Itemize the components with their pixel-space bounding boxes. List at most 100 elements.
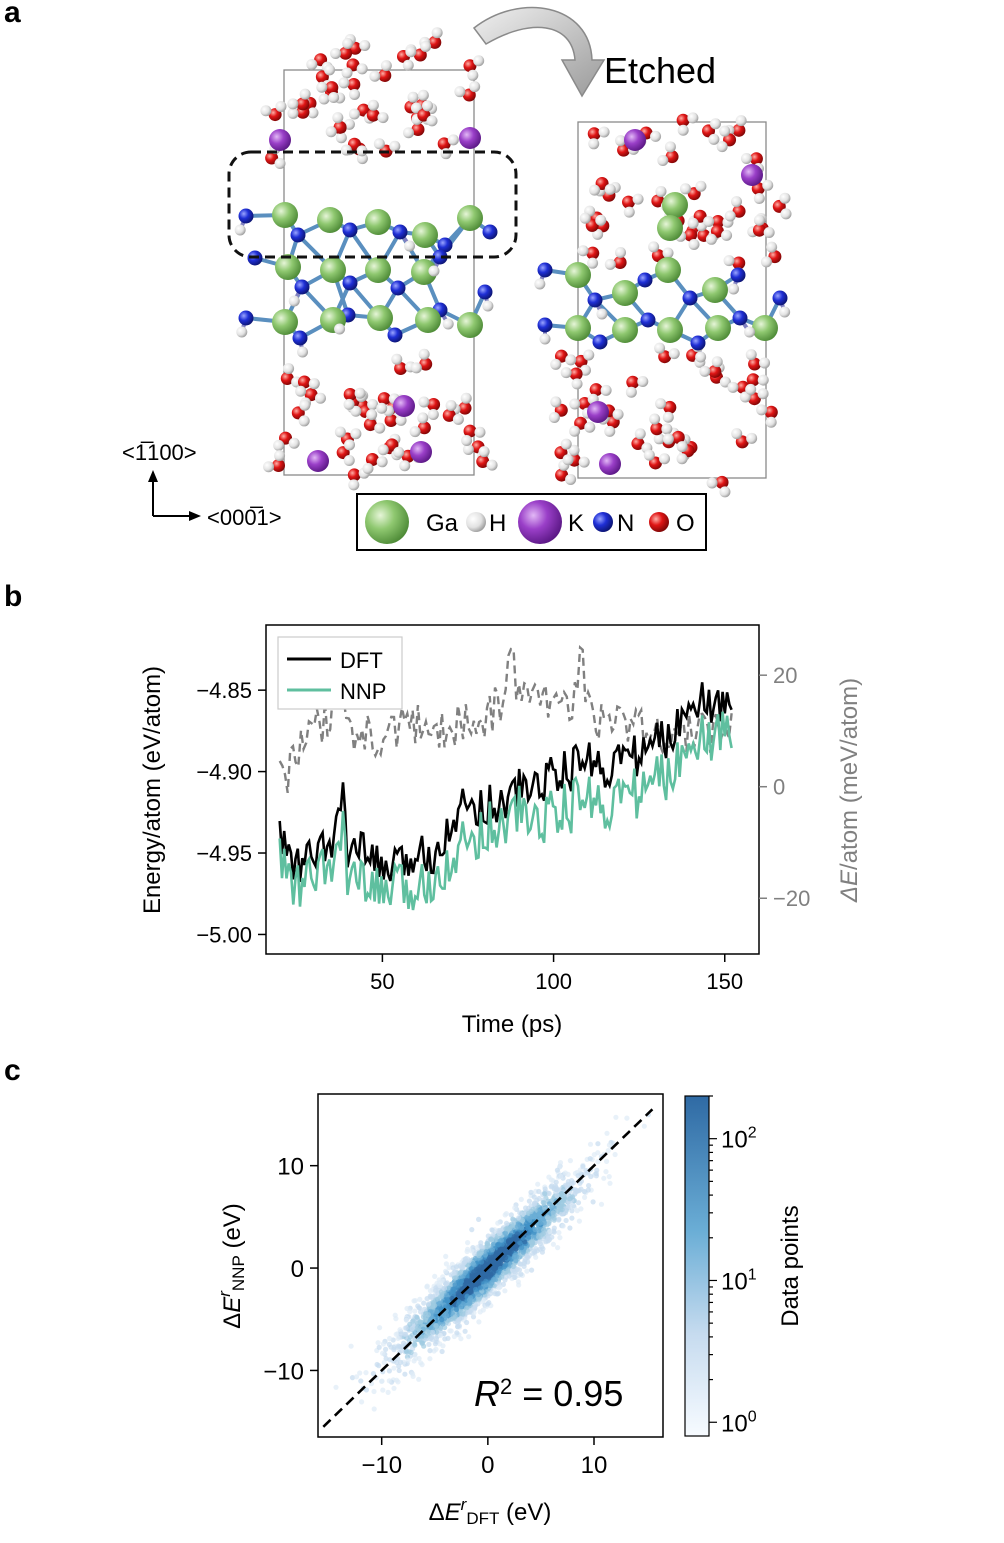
data-point xyxy=(392,1312,398,1318)
atom-h xyxy=(695,180,707,192)
data-point xyxy=(542,1186,548,1192)
data-point xyxy=(380,1387,386,1393)
atom-n xyxy=(592,334,608,350)
atom-h xyxy=(343,455,355,467)
atom-o xyxy=(280,371,294,385)
data-point xyxy=(510,1263,516,1270)
data-point xyxy=(403,1325,409,1331)
data-point xyxy=(502,1230,508,1236)
atom-h xyxy=(623,206,635,218)
atom-h xyxy=(740,153,752,165)
data-point xyxy=(385,1389,391,1395)
data-point xyxy=(397,1327,403,1333)
atom-h xyxy=(579,212,591,224)
atom-h xyxy=(560,367,572,379)
atom-h xyxy=(407,91,419,103)
data-point xyxy=(405,1357,411,1363)
data-point xyxy=(533,1254,539,1260)
data-point xyxy=(453,1264,459,1270)
data-point xyxy=(550,1210,556,1216)
data-point xyxy=(524,1214,530,1220)
data-point xyxy=(588,1173,594,1180)
atom-ga xyxy=(565,315,591,341)
atom-h xyxy=(334,426,346,438)
data-point xyxy=(604,1130,610,1136)
atom-h xyxy=(374,422,386,434)
atom-h xyxy=(584,421,596,433)
data-point xyxy=(559,1207,565,1213)
atom-h xyxy=(779,306,791,318)
data-point xyxy=(427,1348,433,1354)
atom-h xyxy=(486,459,498,471)
data-point xyxy=(604,1158,610,1164)
atom-h xyxy=(403,127,415,139)
atom-h xyxy=(273,439,285,451)
data-point xyxy=(414,1324,421,1330)
atom-k xyxy=(393,395,415,417)
atom-h xyxy=(426,115,438,127)
atom-h xyxy=(462,443,474,455)
data-point xyxy=(499,1241,505,1247)
data-point xyxy=(353,1374,360,1380)
data-point xyxy=(403,1331,409,1337)
atom-o xyxy=(749,152,763,166)
data-point xyxy=(407,1334,413,1340)
data-point xyxy=(474,1244,480,1250)
atom-ga xyxy=(275,254,301,280)
data-point xyxy=(503,1262,509,1268)
data-point xyxy=(486,1275,492,1281)
data-point xyxy=(381,1359,387,1366)
data-point xyxy=(370,1371,376,1377)
atom-h xyxy=(587,257,599,269)
data-point xyxy=(532,1226,538,1233)
atom-o xyxy=(748,357,762,371)
atom-n xyxy=(390,280,406,296)
atom-h xyxy=(389,140,401,152)
data-point xyxy=(412,1351,418,1357)
atom-ga xyxy=(612,280,638,306)
atom-ga xyxy=(412,222,438,248)
atom-o xyxy=(428,35,442,49)
atom-o xyxy=(325,81,339,95)
data-point xyxy=(383,1346,389,1352)
data-point xyxy=(540,1246,546,1252)
data-point xyxy=(380,1341,386,1347)
atom-o xyxy=(569,367,583,381)
atom-o xyxy=(586,246,600,260)
atom-ga xyxy=(411,259,437,285)
y-right-tick-label: 20 xyxy=(773,663,797,688)
atom-n xyxy=(637,272,653,288)
y-tick-label: −4.85 xyxy=(196,678,252,703)
atom-h xyxy=(709,118,721,130)
data-point xyxy=(557,1160,564,1166)
data-point xyxy=(495,1290,501,1296)
atom-h xyxy=(342,37,354,49)
atom-h xyxy=(632,193,644,205)
atom-h xyxy=(745,383,757,395)
data-point xyxy=(624,1115,630,1121)
data-point xyxy=(537,1220,543,1226)
data-point xyxy=(585,1187,591,1193)
atom-k xyxy=(624,129,646,151)
atom-h xyxy=(703,216,715,228)
data-point xyxy=(469,1227,475,1233)
data-point xyxy=(594,1167,600,1173)
legend-label-o: O xyxy=(676,510,695,537)
data-point xyxy=(397,1343,403,1350)
atom-h xyxy=(338,77,350,89)
data-point xyxy=(478,1276,484,1282)
data-point xyxy=(466,1297,473,1303)
data-point xyxy=(535,1181,541,1187)
atom-h xyxy=(578,456,590,468)
data-point xyxy=(482,1252,488,1258)
data-point xyxy=(451,1333,457,1340)
atom-o xyxy=(394,361,408,375)
data-point xyxy=(595,1141,601,1147)
data-point xyxy=(520,1217,526,1224)
atom-h xyxy=(756,404,768,416)
data-point xyxy=(529,1267,535,1273)
atom-h xyxy=(716,141,728,153)
data-point xyxy=(553,1184,559,1191)
atom-ga xyxy=(317,207,343,233)
atom-h xyxy=(422,100,434,112)
